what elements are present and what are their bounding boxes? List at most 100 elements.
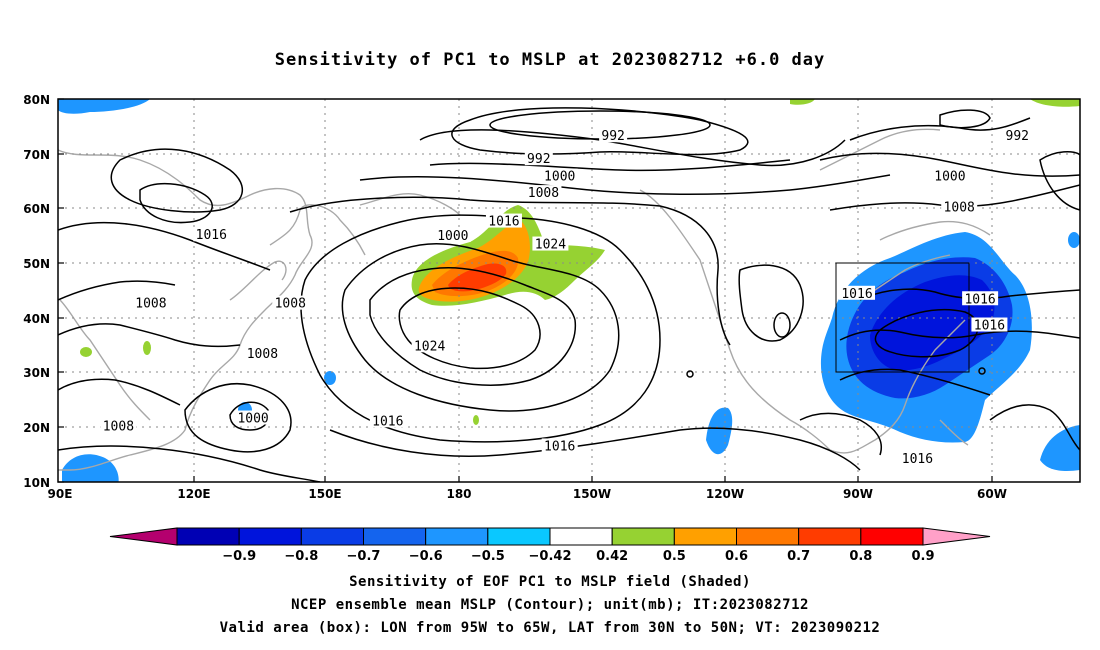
contour-label: 992 (601, 129, 624, 144)
sensitivity-shading (58, 99, 1080, 482)
lon-label: 120W (706, 487, 744, 501)
contour-label: 1008 (103, 420, 134, 435)
positive-sensitivity-small-1 (80, 347, 92, 357)
contour-label: 1024 (414, 339, 445, 354)
contour-label: 1000 (437, 229, 468, 244)
tick-marks (58, 98, 993, 483)
lon-label: 150W (573, 487, 611, 501)
contour-label-bg (1003, 128, 1032, 143)
longitude-labels: 90E 120E 150E 180 150W 120W 90W 60W (48, 487, 1007, 501)
contour-label-bg (899, 451, 936, 466)
contour-label-bg (941, 199, 978, 214)
contour-label-bg (839, 285, 876, 300)
colorbar-box (176, 527, 240, 546)
colorbar-box (425, 527, 489, 546)
caption-line-2: NCEP ensemble mean MSLP (Contour); unit(… (291, 597, 809, 613)
lon-label: 150E (308, 487, 341, 501)
contour-label: 1000 (237, 412, 268, 427)
lat-label: 30N (23, 366, 50, 380)
contour-label: 992 (1006, 129, 1029, 144)
contour-label: 1008 (135, 297, 166, 312)
contour-label: 1008 (528, 186, 559, 201)
positive-sensitivity-small-2 (143, 341, 151, 355)
colorbar-box (549, 527, 613, 546)
colorbar-label: −0.8 (284, 549, 318, 564)
colorbar-label: −0.42 (529, 549, 572, 564)
contour-label-bg (931, 168, 968, 183)
colorbar-label: −0.6 (409, 549, 443, 564)
colorbar-label: 0.42 (596, 549, 628, 564)
colorbar-label: 0.5 (663, 549, 686, 564)
lon-label: 90W (843, 487, 873, 501)
contour-label: 1016 (974, 319, 1005, 334)
contour-label-bg (532, 236, 569, 251)
negative-sensitivity-small-7 (1068, 232, 1080, 248)
contour-label: 992 (527, 152, 550, 167)
colorbar-label: 0.7 (787, 549, 810, 564)
positive-sensitivity-small-4 (790, 99, 815, 105)
positive-sensitivity-peak (448, 263, 507, 292)
contour-label-bg (971, 317, 1008, 332)
lat-label: 20N (23, 421, 50, 435)
lat-label: 10N (23, 476, 50, 490)
colorbar-box (487, 527, 551, 546)
colorbar-label: −0.7 (347, 549, 381, 564)
lat-label: 80N (23, 93, 50, 107)
contour-label: 1008 (275, 297, 306, 312)
lat-label: 50N (23, 257, 50, 271)
lon-label: 90E (48, 487, 73, 501)
lon-label: 180 (446, 487, 471, 501)
contour-label-bg (599, 128, 628, 143)
lat-label: 60N (23, 202, 50, 216)
coastlines (58, 128, 991, 471)
colorbar-box (363, 527, 427, 546)
contour-label-bg (485, 213, 522, 228)
lat-label: 40N (23, 312, 50, 326)
contour-label-bg (369, 413, 406, 428)
contour-label-bg (541, 438, 578, 453)
contour-label-bg (541, 168, 578, 183)
contour-label: 1008 (944, 200, 975, 215)
negative-sensitivity-small-1 (706, 407, 733, 455)
colorbar-label: 0.9 (911, 549, 934, 564)
contour-label-bg (132, 295, 169, 310)
map-frame (57, 98, 1081, 483)
contour-label: 1016 (488, 215, 519, 230)
contour-label-bg (411, 338, 448, 353)
caption-line-1: Sensitivity of EOF PC1 to MSLP field (Sh… (349, 574, 751, 590)
lat-label: 70N (23, 148, 50, 162)
contour-label: 1016 (964, 292, 995, 307)
contour-label: 1016 (196, 228, 227, 243)
lon-label: 60W (977, 487, 1007, 501)
contour-label-bg (235, 410, 272, 425)
colorbar-box (673, 527, 737, 546)
colorbar-box (300, 527, 365, 546)
positive-sensitivity-small-3 (473, 415, 479, 425)
colorbar-label: 0.6 (725, 549, 748, 564)
colorbar-box (860, 527, 924, 546)
colorbar-label: −0.5 (471, 549, 505, 564)
colorbar-label: 0.8 (849, 549, 872, 564)
positive-sensitivity-small-5 (1030, 99, 1080, 107)
mslp-contours (58, 107, 1080, 482)
colorbar-label: −0.9 (222, 549, 256, 564)
caption-line-3: Valid area (box): LON from 95W to 65W, L… (219, 620, 881, 636)
latitude-labels: 80N 70N 60N 50N 40N 30N 20N 10N (23, 93, 50, 490)
colorbar-box (798, 527, 862, 546)
colorbar: −0.9 −0.8 −0.7 −0.6 −0.5 −0.42 0.42 0.5 0.6 0.7 0.… (109, 527, 991, 564)
negative-sensitivity-small-6 (324, 371, 336, 385)
contour-label-bg (193, 227, 230, 242)
contour-label: 1016 (902, 452, 933, 467)
contour-label: 1000 (544, 170, 575, 185)
colorbar-box (238, 527, 302, 546)
colorbar-box (611, 527, 675, 546)
plot-title: Sensitivity of PC1 to MSLP at 2023082712… (274, 50, 826, 70)
contour-label-bg (434, 227, 471, 242)
contour-label-bg (100, 418, 137, 433)
contour-label: 1016 (372, 414, 403, 429)
lon-label: 120E (177, 487, 210, 501)
contour-label-bg (525, 185, 562, 200)
contour-label: 1016 (544, 439, 575, 454)
contour-label: 1008 (247, 347, 278, 362)
